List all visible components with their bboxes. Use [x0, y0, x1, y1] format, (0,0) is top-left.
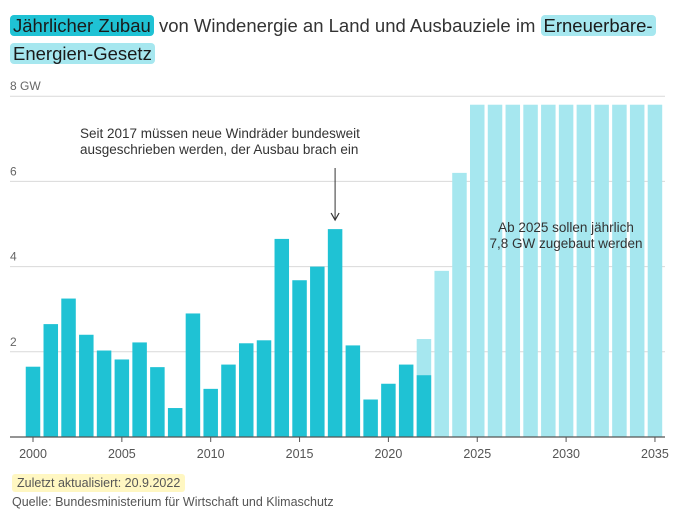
x-tick-label: 2000 [19, 447, 47, 461]
x-tick-label: 2005 [108, 447, 136, 461]
actual-bar-2001 [43, 324, 59, 437]
source-note: Quelle: Bundesministerium für Wirtschaft… [12, 495, 334, 509]
y-tick-label: 8 GW [10, 79, 41, 93]
actual-bar-2010 [203, 388, 218, 437]
actual-bar-2005 [114, 359, 130, 437]
target-bar-2029 [541, 104, 556, 437]
actual-bar-2014 [274, 238, 290, 437]
actual-bar-2002 [61, 298, 76, 437]
actual-bar-2020 [381, 383, 396, 437]
target-bar-2033 [612, 104, 627, 437]
target-bar-2028 [523, 104, 538, 437]
x-tick-label: 2025 [463, 447, 491, 461]
x-tick-label: 2010 [197, 447, 225, 461]
target-bar-2024 [452, 172, 467, 437]
actual-bar-2006 [132, 342, 147, 437]
target-bar-2032 [594, 104, 609, 437]
actual-bar-2004 [96, 350, 112, 437]
target-bar-2027 [505, 104, 521, 437]
target-bar-2025 [470, 104, 485, 437]
y-tick-label: 6 [10, 164, 17, 178]
target-bar-2030 [558, 104, 574, 437]
target-bars [416, 104, 663, 437]
actual-bar-2007 [150, 367, 165, 437]
actual-bar-2011 [221, 364, 236, 437]
x-tick-label: 2020 [374, 447, 402, 461]
actual-bar-2009 [185, 313, 201, 437]
target-bar-2023 [434, 270, 449, 437]
annotation-target-note: Ab 2025 sollen jährlich 7,8 GW zugebaut w… [489, 220, 642, 251]
actual-bar-2015 [292, 280, 307, 437]
annotation-arrow-head [330, 212, 340, 222]
actual-bar-2013 [256, 340, 272, 437]
x-tick-label: 2030 [552, 447, 580, 461]
y-tick-label: 4 [10, 250, 17, 264]
annotations: Seit 2017 müssen neue Windräder bundeswe… [80, 126, 643, 251]
title-highlight-annual-additions: Jährlicher Zubau [10, 15, 154, 36]
actual-bars [25, 229, 432, 437]
y-tick-label: 2 [10, 335, 17, 349]
target-bar-2034 [629, 104, 645, 437]
last-updated-badge: Zuletzt aktualisiert: 20.9.2022 [12, 474, 186, 492]
actual-bar-2022 [416, 375, 432, 437]
actual-bar-2018 [345, 345, 361, 437]
actual-bar-2019 [363, 399, 378, 437]
target-bar-2035 [647, 104, 663, 437]
title-middle-text: von Windenergie an Land und Ausbauziele … [158, 15, 536, 36]
x-tick-label: 2015 [286, 447, 314, 461]
x-tick-label: 2035 [641, 447, 669, 461]
x-axis: 2000 2005 2010 2015 2020 2025 2030 2035 [10, 436, 669, 461]
actual-bar-2021 [398, 364, 414, 437]
target-bar-2026 [487, 104, 503, 437]
actual-bar-2008 [167, 408, 183, 437]
actual-bar-2003 [79, 334, 94, 437]
chart-title: Jährlicher Zubau von Windenergie an Land… [10, 12, 670, 68]
bar-chart: 2 4 6 8 GW 2000 2005 2010 2015 2020 2025 2030 2035… [10, 79, 669, 461]
annotation-tender-note: Seit 2017 müssen neue Windräder bundeswe… [80, 126, 360, 157]
target-bar-2031 [576, 104, 592, 437]
actual-bar-2017 [327, 229, 343, 437]
actual-bar-2012 [238, 343, 254, 437]
actual-bar-2000 [25, 366, 41, 437]
actual-bar-2016 [310, 266, 325, 437]
